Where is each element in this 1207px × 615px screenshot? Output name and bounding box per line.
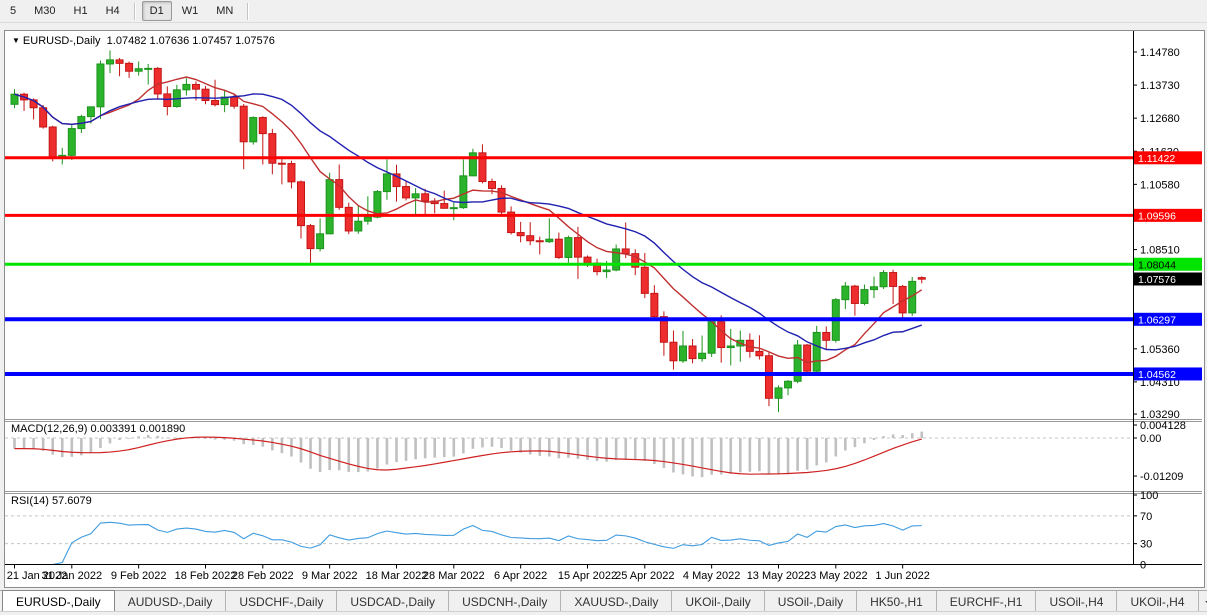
svg-text:4 May 2022: 4 May 2022 bbox=[683, 570, 740, 582]
svg-text:18 Feb 2022: 18 Feb 2022 bbox=[175, 570, 237, 582]
symbol-tab-bar: EURUSD-,Daily AUDUSD-,Daily USDCHF-,Daily U… bbox=[0, 590, 1207, 612]
svg-text:9 Mar 2022: 9 Mar 2022 bbox=[302, 570, 358, 582]
tab-ukoil-daily[interactable]: UKOil-,Daily bbox=[672, 591, 765, 611]
svg-text:0.00: 0.00 bbox=[1140, 433, 1161, 445]
svg-text:-0.01209: -0.01209 bbox=[1140, 471, 1183, 483]
ma-slow-line bbox=[14, 93, 922, 351]
toolbar-separator bbox=[247, 2, 250, 20]
timeframe-d1[interactable]: D1 bbox=[141, 1, 172, 21]
macd-panel bbox=[5, 431, 1133, 478]
tab-eurchf-h1[interactable]: EURCHF-,H1 bbox=[937, 591, 1037, 611]
tab-usdcad-daily[interactable]: USDCAD-,Daily bbox=[337, 591, 450, 611]
timeframe-m30[interactable]: M30 bbox=[34, 5, 56, 17]
axes-group bbox=[5, 31, 1202, 565]
chart-window: 1.147801.137301.126801.116301.105801.085… bbox=[4, 30, 1205, 588]
tab-usoil-daily[interactable]: USOil-,Daily bbox=[765, 591, 858, 611]
svg-text:28 Mar 2022: 28 Mar 2022 bbox=[423, 570, 485, 582]
svg-text:100: 100 bbox=[1140, 490, 1158, 502]
svg-text:1.12680: 1.12680 bbox=[1140, 113, 1180, 125]
price-tag-1.04562[interactable]: 1.04562 bbox=[1134, 367, 1202, 381]
tab-scroll-left-icon[interactable]: ◄ bbox=[1199, 595, 1207, 608]
price-tag-1.11422[interactable]: 1.11422 bbox=[1134, 151, 1202, 165]
rsi-line bbox=[14, 521, 922, 566]
svg-text:0.004128: 0.004128 bbox=[1140, 420, 1186, 432]
tab-hk50-h1[interactable]: HK50-,H1 bbox=[857, 591, 937, 611]
current-price-tag[interactable]: 1.07576 bbox=[1134, 272, 1202, 286]
svg-text:1.05360: 1.05360 bbox=[1140, 344, 1180, 356]
timeframe-5[interactable]: 5 bbox=[10, 5, 17, 17]
svg-text:0: 0 bbox=[1140, 560, 1146, 572]
tab-usdcnh-daily[interactable]: USDCNH-,Daily bbox=[449, 591, 562, 611]
ma-fast-line bbox=[14, 76, 923, 364]
tab-eurusd-daily[interactable]: EURUSD-,Daily bbox=[2, 590, 115, 611]
tab-xauusd-daily[interactable]: XAUUSD-,Daily bbox=[561, 591, 673, 611]
svg-text:1.09596: 1.09596 bbox=[1138, 210, 1176, 222]
svg-text:1.11422: 1.11422 bbox=[1138, 153, 1175, 165]
svg-text:30: 30 bbox=[1140, 539, 1152, 551]
price-chart: 1.147801.137301.126801.116301.105801.085… bbox=[5, 31, 1202, 582]
svg-text:1.03290: 1.03290 bbox=[1140, 409, 1180, 421]
price-tag-1.09596[interactable]: 1.09596 bbox=[1134, 208, 1202, 223]
tab-usoil-h4[interactable]: USOil-,H4 bbox=[1036, 591, 1118, 611]
svg-text:15 Apr 2022: 15 Apr 2022 bbox=[558, 570, 617, 582]
tab-scroll-arrows: ◄► bbox=[1199, 591, 1207, 611]
svg-text:1.10580: 1.10580 bbox=[1140, 179, 1180, 191]
toolbar-separator bbox=[133, 2, 136, 20]
level-lines-group bbox=[5, 156, 1133, 376]
tab-audusd-daily[interactable]: AUDUSD-,Daily bbox=[115, 591, 227, 611]
panel-separators bbox=[5, 419, 1202, 494]
svg-text:6 Apr 2022: 6 Apr 2022 bbox=[494, 570, 547, 582]
svg-text:1.13730: 1.13730 bbox=[1140, 80, 1180, 92]
svg-text:1.08044: 1.08044 bbox=[1138, 259, 1176, 271]
timeframe-h4[interactable]: H4 bbox=[105, 5, 120, 17]
timeframe-mn[interactable]: MN bbox=[216, 5, 234, 17]
svg-text:1 Jun 2022: 1 Jun 2022 bbox=[875, 570, 929, 582]
timeframe-toolbar: 5 M30 H1 H4 D1 W1 MN bbox=[0, 0, 1207, 23]
svg-text:1.14780: 1.14780 bbox=[1140, 47, 1180, 59]
svg-text:18 Mar 2022: 18 Mar 2022 bbox=[366, 570, 428, 582]
price-tag-1.08044[interactable]: 1.08044 bbox=[1134, 257, 1202, 272]
svg-text:23 May 2022: 23 May 2022 bbox=[804, 570, 868, 582]
timeframe-h1[interactable]: H1 bbox=[73, 5, 88, 17]
tab-usdchf-daily[interactable]: USDCHF-,Daily bbox=[226, 591, 338, 611]
tab-ukoil-h4[interactable]: UKOil-,H4 bbox=[1117, 591, 1199, 611]
svg-text:28 Feb 2022: 28 Feb 2022 bbox=[232, 570, 294, 582]
macd-signal-line bbox=[14, 436, 922, 475]
svg-text:1.07576: 1.07576 bbox=[1138, 274, 1176, 286]
price-axis: 1.147801.137301.126801.116301.105801.085… bbox=[1133, 47, 1180, 421]
svg-text:1.08510: 1.08510 bbox=[1140, 245, 1180, 257]
rsi-panel bbox=[5, 515, 1133, 566]
svg-text:70: 70 bbox=[1140, 511, 1152, 523]
svg-text:9 Feb 2022: 9 Feb 2022 bbox=[111, 570, 167, 582]
price-tags-group[interactable]: 1.11422 1.09596 1.08044 1.07576 1.06297 1.045… bbox=[1134, 151, 1202, 381]
svg-text:21 Jan 2022: 21 Jan 2022 bbox=[7, 570, 68, 582]
svg-text:13 May 2022: 13 May 2022 bbox=[747, 570, 811, 582]
svg-text:25 Apr 2022: 25 Apr 2022 bbox=[615, 570, 674, 582]
price-tag-1.06297[interactable]: 1.06297 bbox=[1134, 312, 1202, 327]
timeframe-w1[interactable]: W1 bbox=[181, 5, 199, 17]
svg-text:1.04562: 1.04562 bbox=[1138, 369, 1176, 381]
candles-group bbox=[10, 50, 926, 413]
svg-text:1.06297: 1.06297 bbox=[1138, 314, 1176, 326]
svg-text:31 Jan 2022: 31 Jan 2022 bbox=[42, 570, 103, 582]
